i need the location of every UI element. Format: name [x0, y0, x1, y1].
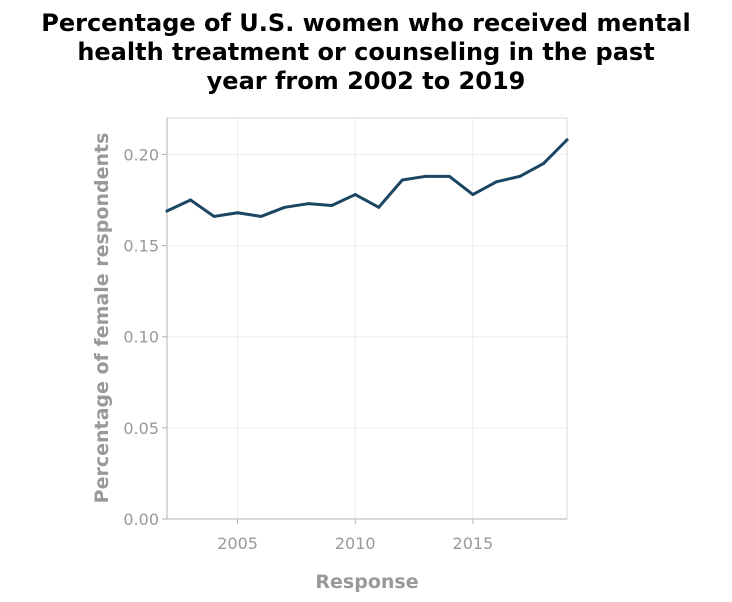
chart-title-line-1: Percentage of U.S. women who received me… — [41, 9, 690, 37]
data-point — [518, 174, 522, 178]
data-point — [565, 138, 569, 142]
grid — [167, 118, 567, 520]
x-axis-title: Response — [315, 571, 418, 593]
data-point — [189, 198, 193, 202]
data-point — [236, 211, 240, 215]
x-tick-label: 2005 — [217, 534, 258, 553]
data-point — [424, 174, 428, 178]
data-point — [471, 193, 475, 197]
x-tick-label: 2010 — [335, 534, 376, 553]
chart-title: Percentage of U.S. women who received me… — [41, 9, 690, 95]
series-line — [165, 138, 569, 218]
data-point — [541, 162, 545, 166]
data-point — [377, 205, 381, 209]
data-point — [212, 214, 216, 218]
data-point — [447, 174, 451, 178]
y-tick-label: 0.05 — [123, 419, 159, 438]
data-point — [494, 180, 498, 184]
axes — [162, 118, 567, 524]
y-tick-label: 0.15 — [123, 237, 159, 256]
data-point — [165, 209, 169, 213]
y-axis-title: Percentage of female respondents — [91, 133, 113, 504]
data-point — [330, 203, 334, 207]
chart-title-line-2: health treatment or counseling in the pa… — [77, 38, 654, 66]
data-point — [306, 202, 310, 206]
y-tick-label: 0.20 — [123, 145, 159, 164]
tick-labels: 0.00 0.05 0.10 0.15 0.20 2005 2010 2015 — [123, 145, 493, 553]
data-point — [283, 205, 287, 209]
y-tick-label: 0.10 — [123, 328, 159, 347]
x-tick-label: 2015 — [453, 534, 494, 553]
chart-title-line-3: year from 2002 to 2019 — [207, 67, 526, 95]
data-point — [400, 178, 404, 182]
data-point — [259, 214, 263, 218]
y-tick-label: 0.00 — [123, 510, 159, 529]
series-layer — [165, 138, 569, 218]
data-point — [353, 193, 357, 197]
